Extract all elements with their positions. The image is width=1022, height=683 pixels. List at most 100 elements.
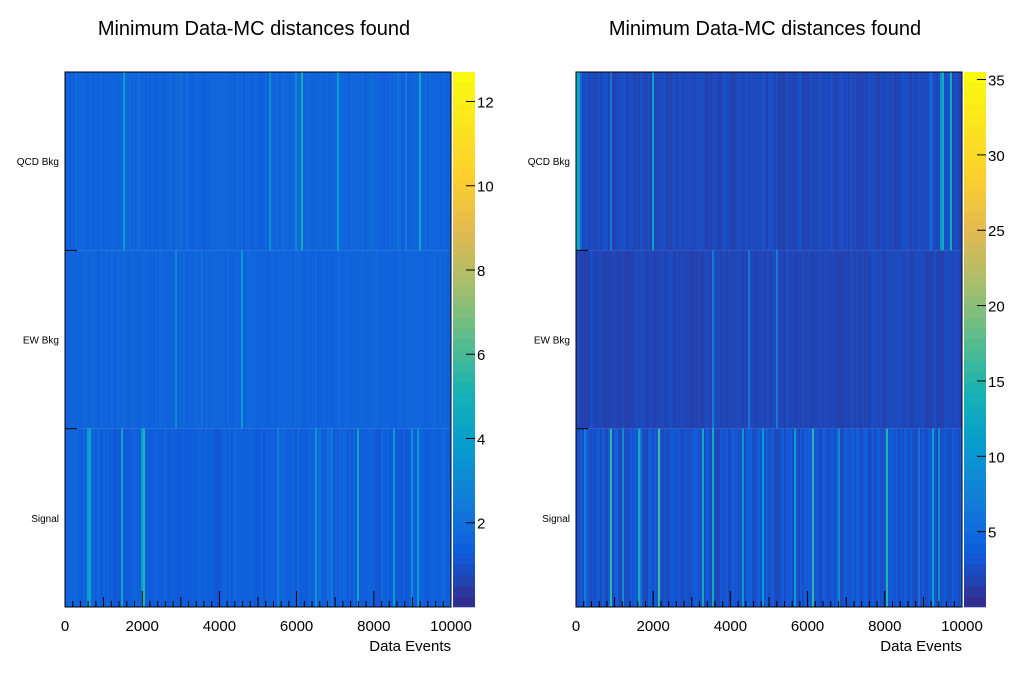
heatmap-cell — [347, 72, 350, 251]
x-tick-label: 6000 — [791, 618, 824, 635]
heatmap-cell — [139, 250, 142, 429]
heatmap-cell — [179, 428, 182, 607]
heatmap-cell — [844, 72, 847, 251]
colorbar-tick-label: 25 — [988, 223, 1005, 240]
heatmap-cell — [920, 250, 923, 429]
heatmap-cell — [207, 428, 210, 607]
heatmap-cell — [415, 250, 418, 429]
heatmap-cell — [736, 428, 739, 607]
heatmap-cell — [175, 250, 178, 429]
heatmap-cell — [93, 428, 96, 607]
heatmap-cell — [129, 428, 132, 607]
heatmap-cell — [818, 72, 821, 251]
heatmap-cell — [431, 428, 434, 607]
heatmap-cell — [740, 428, 743, 607]
heatmap-cell — [786, 72, 789, 251]
heatmap-cell — [235, 250, 238, 429]
heatmap-cell — [259, 72, 262, 251]
heatmap-cell — [117, 250, 120, 429]
colorbar-tick-label: 12 — [477, 94, 494, 111]
heatmap-cell — [914, 250, 917, 429]
colorbar-segment — [964, 360, 986, 372]
heatmap-cell — [684, 72, 687, 251]
heatmap-cell — [812, 428, 815, 607]
heatmap-cell — [940, 428, 943, 607]
heatmap-cell — [784, 428, 787, 607]
colorbar-segment — [453, 425, 475, 437]
heatmap-cell — [411, 428, 414, 607]
heatmap-cell — [680, 250, 683, 429]
heatmap-cell — [798, 428, 801, 607]
colorbar-segment — [964, 264, 986, 276]
heatmap-cell — [99, 72, 102, 251]
heatmap-cell — [417, 250, 420, 429]
heatmap-cell — [167, 428, 170, 607]
heatmap-cell — [760, 72, 763, 251]
heatmap-cell — [596, 250, 599, 429]
heatmap-cell — [187, 250, 190, 429]
heatmap-cell — [914, 72, 917, 251]
heatmap-cell — [808, 250, 811, 429]
heatmap-cell — [930, 250, 933, 429]
heatmap-cell — [331, 72, 334, 251]
heatmap-cell — [393, 428, 396, 607]
heatmap-cell — [950, 250, 953, 429]
heatmap-cell — [804, 72, 807, 251]
heatmap-cell — [932, 428, 935, 607]
heatmap-cell — [884, 72, 887, 251]
colorbar-segment — [453, 189, 475, 201]
heatmap-cell — [67, 250, 70, 429]
heatmap-cell — [902, 250, 905, 429]
x-tick-label: 10000 — [430, 618, 472, 635]
heatmap-cell — [91, 72, 94, 251]
heatmap-cell — [890, 72, 893, 251]
heatmap-cell — [237, 72, 240, 251]
colorbar-segment — [964, 350, 986, 362]
heatmap-cell — [702, 72, 705, 251]
heatmap-cell — [692, 428, 695, 607]
heatmap-cell — [291, 250, 294, 429]
heatmap-cell — [946, 428, 949, 607]
heatmap-cell — [724, 250, 727, 429]
heatmap-cell — [684, 250, 687, 429]
heatmap-cell — [231, 250, 234, 429]
heatmap-cell — [678, 250, 681, 429]
heatmap-cell — [385, 250, 388, 429]
colorbar-segment — [964, 307, 986, 319]
heatmap-cell — [235, 72, 238, 251]
heatmap-cell — [361, 72, 364, 251]
heatmap-cell — [245, 72, 248, 251]
heatmap-cell — [293, 428, 296, 607]
heatmap-cell — [820, 72, 823, 251]
heatmap-cell — [439, 72, 442, 251]
heatmap-cell — [704, 428, 707, 607]
heatmap-cell — [814, 72, 817, 251]
heatmap-cell — [81, 250, 84, 429]
heatmap-cell — [662, 72, 665, 251]
heatmap-cell — [788, 428, 791, 607]
heatmap-cell — [756, 72, 759, 251]
heatmap-cell — [103, 250, 106, 429]
heatmap-cell — [281, 250, 284, 429]
heatmap-cell — [852, 250, 855, 429]
heatmap-cell — [437, 72, 440, 251]
colorbar-segment — [964, 435, 986, 447]
heatmap-cell — [177, 250, 180, 429]
colorbar-segment — [453, 136, 475, 148]
colorbar-segment — [964, 114, 986, 126]
heatmap-cell — [201, 428, 204, 607]
heatmap-cell — [722, 250, 725, 429]
heatmap-cell — [145, 250, 148, 429]
heatmap-cell — [708, 72, 711, 251]
heatmap-cell — [626, 428, 629, 607]
colorbar-segment — [453, 253, 475, 265]
heatmap-cell — [600, 250, 603, 429]
heatmap-cell — [638, 428, 641, 607]
heatmap-cell — [379, 250, 382, 429]
heatmap-cell — [173, 250, 176, 429]
heatmap-cell — [618, 428, 621, 607]
heatmap-cell — [922, 428, 925, 607]
heatmap-cell — [806, 72, 809, 251]
heatmap-cell — [704, 72, 707, 251]
heatmap-cell — [664, 428, 667, 607]
